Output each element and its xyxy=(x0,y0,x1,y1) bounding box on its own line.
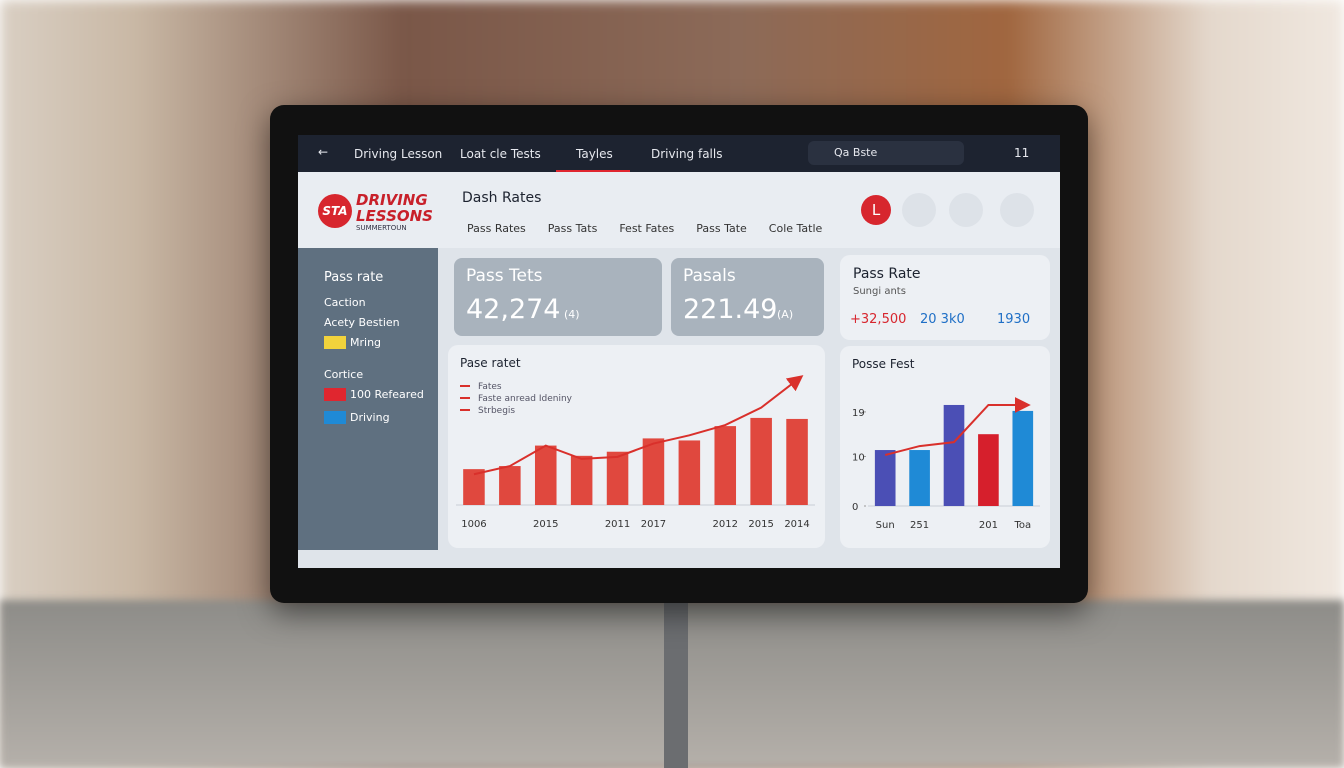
bar xyxy=(874,450,896,506)
bar xyxy=(463,469,485,505)
header: STA DRIVING LESSONS SUMMERTOUN Dash Rates… xyxy=(298,172,1060,248)
stat-label: Pass Tets xyxy=(466,266,543,286)
stat-card: Pasals 221.49 (A) xyxy=(671,258,824,336)
chart-title: Posse Fest xyxy=(852,357,915,371)
nav-item[interactable]: Driving falls xyxy=(651,147,723,161)
search[interactable]: Qa Bste xyxy=(808,141,964,165)
y-tick-label: 10 xyxy=(852,452,865,463)
sidebar-item[interactable]: Acety Bestien xyxy=(324,316,400,329)
icon-button[interactable] xyxy=(949,193,983,227)
x-tick-label: 2012 xyxy=(713,519,738,530)
sidebar-section[interactable]: Cortice xyxy=(324,368,364,381)
bar xyxy=(606,451,629,505)
x-tick-label: 251 xyxy=(910,520,929,531)
x-tick-label: 201 xyxy=(979,520,998,531)
tabs: Pass Rates Pass Tats Fest Fates Pass Tate Co… xyxy=(467,222,822,235)
stat-figure: 1930 xyxy=(997,312,1031,327)
tab[interactable]: Pass Rates xyxy=(467,222,526,235)
legend-label: Fates xyxy=(478,382,502,392)
icon-button[interactable] xyxy=(1000,193,1034,227)
tab[interactable]: Pass Tats xyxy=(547,222,598,235)
bar xyxy=(786,418,808,505)
bar xyxy=(642,438,665,505)
nav-bar: ← Driving Lesson Loat cle Tests Tayles D… xyxy=(298,135,1060,172)
tab[interactable]: Pass Tate xyxy=(696,222,747,235)
bar xyxy=(714,426,737,505)
badge[interactable]: 11 xyxy=(1014,146,1030,160)
back[interactable]: ← xyxy=(318,145,329,159)
bar xyxy=(570,455,593,505)
sidebar-item[interactable]: 100 Refeared xyxy=(324,388,424,401)
logo-mark: STA xyxy=(318,194,352,228)
stat-suffix: (4) xyxy=(564,308,580,321)
stand xyxy=(664,603,688,768)
search-text: Qa Bste xyxy=(834,146,878,159)
stat-label: Pass Rate xyxy=(853,266,921,282)
sidebar-item[interactable]: Caction xyxy=(324,296,366,309)
stat-figure: 20 3k0 xyxy=(920,312,965,327)
sidebar-heading: Pass rate xyxy=(324,270,384,285)
bar xyxy=(978,434,999,506)
bar xyxy=(909,450,930,506)
trend-line xyxy=(884,396,1031,456)
bar xyxy=(678,440,701,505)
logo-text: DRIVING LESSONS xyxy=(356,192,433,224)
bar xyxy=(1012,410,1034,506)
x-tick-label: 1006 xyxy=(461,519,486,530)
bar xyxy=(499,466,521,505)
tagline: SUMMERTOUN xyxy=(356,224,407,232)
tab[interactable]: Cole Tatle xyxy=(768,222,823,235)
active-tab xyxy=(556,170,630,172)
nav-item[interactable]: Tayles xyxy=(576,147,613,161)
y-tick-label: 0 xyxy=(852,502,858,513)
logo-line: LESSONS xyxy=(356,207,433,225)
sidebar: Pass rate Caction Acety Bestien Mring Co… xyxy=(298,248,438,550)
stat-card: Pass Tets 42,274 (4) xyxy=(454,258,662,336)
chart: Posse Fest 0 10 19 Sun 251 201 Toa xyxy=(840,346,1050,548)
x-tick-label: 2017 xyxy=(641,519,666,530)
bar xyxy=(750,417,772,505)
nav-item[interactable]: Driving Lesson xyxy=(354,147,443,161)
chart: Pase ratet Fates Faste anread Ideniny Strbe… xyxy=(448,345,825,548)
legend-label: Strbegis xyxy=(478,406,515,416)
x-tick-label: 2015 xyxy=(533,519,558,530)
bar xyxy=(534,445,557,505)
x-tick-label: 2015 xyxy=(748,519,773,530)
bar xyxy=(943,404,965,506)
nav-item[interactable]: Loat cle Tests xyxy=(460,147,541,161)
y-tick-label: 19 xyxy=(852,408,865,419)
x-tick-label: 2011 xyxy=(605,519,630,530)
sidebar-item[interactable]: Mring xyxy=(324,336,381,349)
icon-button[interactable] xyxy=(902,193,936,227)
stat-suffix: (A) xyxy=(777,308,794,321)
stat-figure: +32,500 xyxy=(850,312,907,327)
x-tick-label: Sun xyxy=(876,520,895,531)
chart-title: Pase ratet xyxy=(460,356,521,370)
title: Dash Rates xyxy=(462,190,542,206)
logo-line: DRIVING xyxy=(356,191,428,209)
legend-label: Faste anread Ideniny xyxy=(478,394,573,404)
x-tick-label: Toa xyxy=(1013,520,1031,531)
stat-value: 221.49 xyxy=(683,294,778,325)
tab[interactable]: Fest Fates xyxy=(619,222,675,235)
avatar[interactable]: L xyxy=(861,195,891,225)
screen: ← Driving Lesson Loat cle Tests Tayles D… xyxy=(298,135,1060,568)
sidebar-item[interactable]: Driving xyxy=(324,411,390,424)
stat-card: Pass Rate Sungi ants +32,500 20 3k0 1930 xyxy=(840,255,1050,340)
trend-line xyxy=(473,375,804,476)
stat-value: 42,274 xyxy=(466,294,561,325)
stat-sub: Sungi ants xyxy=(853,286,906,297)
x-tick-label: 2014 xyxy=(784,519,809,530)
stat-label: Pasals xyxy=(683,266,736,286)
